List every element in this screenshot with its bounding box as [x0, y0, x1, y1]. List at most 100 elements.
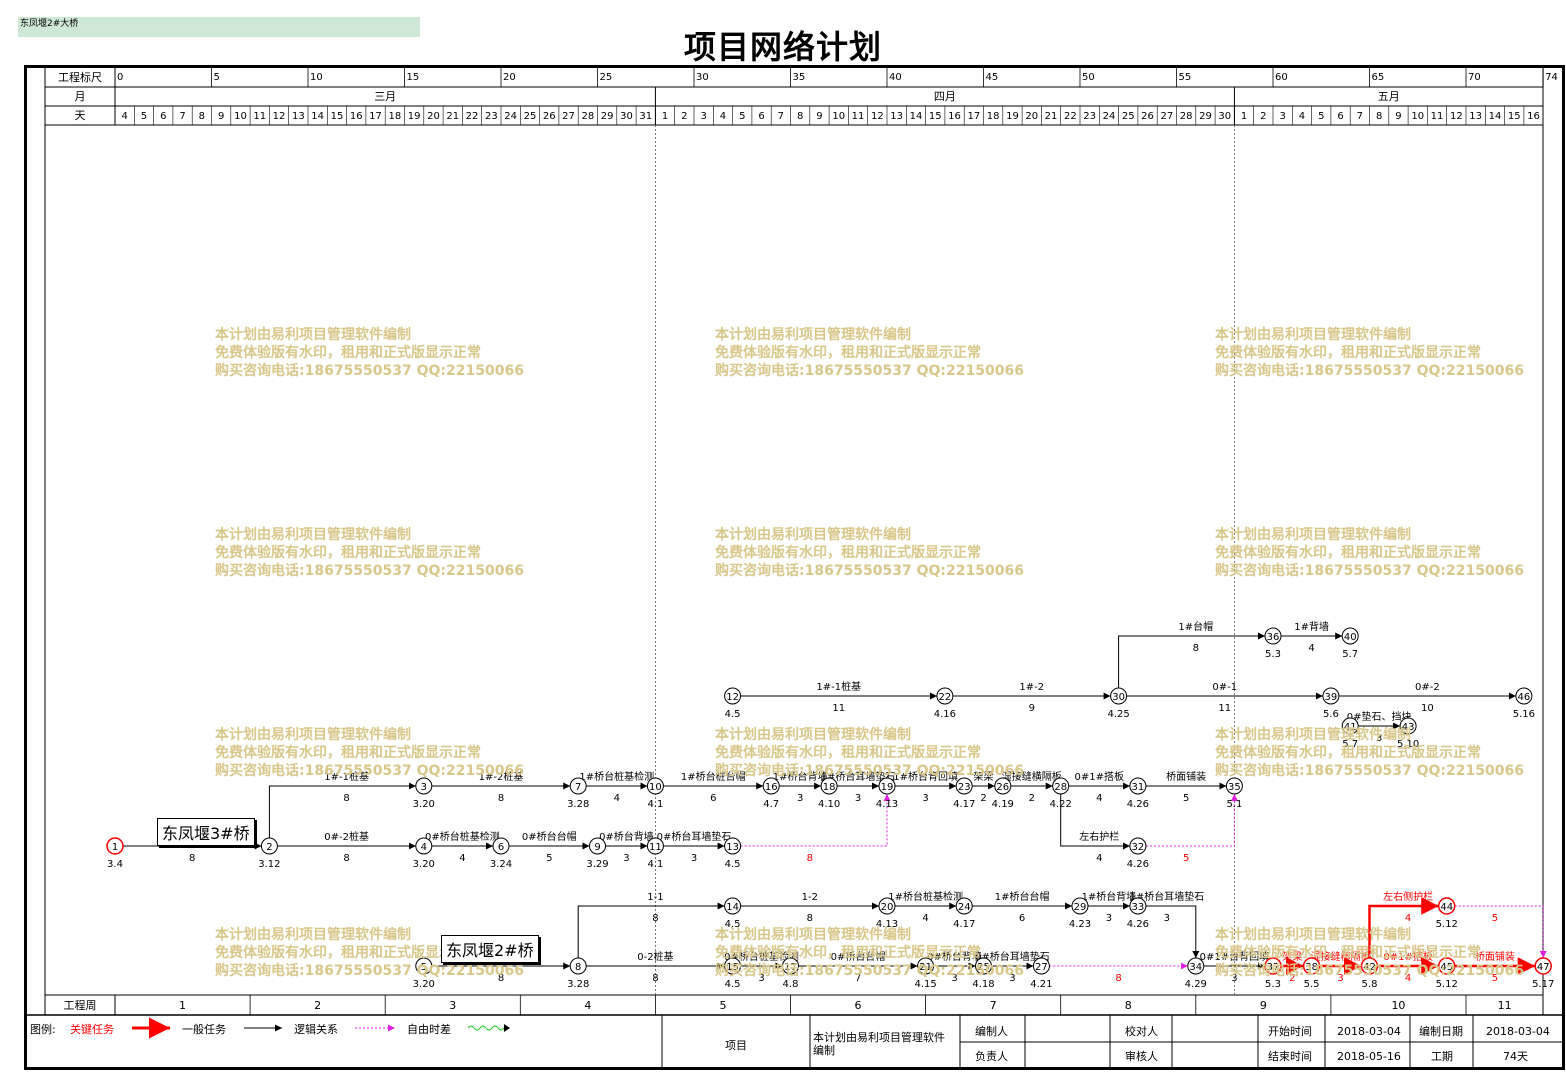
day-label: 7: [778, 111, 784, 122]
node-date: 4.1: [647, 799, 663, 810]
activity-duration: 3: [951, 973, 957, 984]
activity-name: 1#桥台桩基检测: [888, 890, 963, 903]
activity-name: 湿接缝横隔板: [1311, 950, 1371, 963]
activity-duration: 8: [189, 853, 195, 864]
watermark-line: 免费体验版有水印，租用和正式版显示正常: [715, 945, 981, 961]
node-date: 4.13: [876, 799, 898, 810]
day-label: 20: [1025, 111, 1038, 122]
month-label: 五月: [1378, 90, 1400, 103]
node-date: 4.23: [1069, 919, 1091, 930]
node-date: 5.7: [1342, 649, 1358, 660]
node-date: 5.12: [1436, 919, 1458, 930]
node-date: 4.8: [783, 979, 799, 990]
week-label: 1: [179, 999, 186, 1012]
node-circle: [646, 837, 664, 855]
node-number: 3: [421, 782, 427, 793]
node-circle: [1399, 717, 1417, 735]
watermark-line: 免费体验版有水印，租用和正式版显示正常: [1215, 345, 1481, 361]
activity-name: 1#-1桩基: [324, 770, 369, 783]
node-number: 33: [1132, 902, 1145, 913]
activity-duration: 3: [855, 793, 861, 804]
day-label: 24: [504, 111, 517, 122]
node-circle: [1341, 627, 1359, 645]
node-circle: [917, 957, 935, 975]
day-label: 20: [427, 111, 440, 122]
watermark-block: 本计划由易利项目管理软件编制 免费体验版有水印，租用和正式版显示正常 购买咨询电话:…: [215, 726, 524, 780]
node-date: 5.16: [1513, 709, 1535, 720]
node-circle: [1264, 957, 1282, 975]
watermark-line: 购买咨询电话:18675550537 QQ:22150066: [715, 363, 1024, 379]
activity-name: 0#桥台耳墙垫石: [657, 830, 732, 843]
node-date: 4.16: [934, 709, 956, 720]
day-label: 21: [446, 111, 459, 122]
day-label: 29: [1199, 111, 1212, 122]
node-circle: [724, 957, 742, 975]
activity-duration: 4: [1096, 853, 1102, 864]
activity-name: 1#桥台桩台帽: [681, 770, 746, 783]
activity-name: 1#-1桩基: [816, 680, 861, 693]
activity-duration: 5: [1183, 853, 1189, 864]
footer-period-label: 工期: [1431, 1050, 1453, 1063]
day-label: 15: [929, 111, 942, 122]
legend-float-sample: [467, 1025, 505, 1031]
activity-name: 1#桥台背回填: [893, 770, 958, 783]
activity-name: 1#-2: [1019, 682, 1044, 693]
node-number: 12: [726, 692, 739, 703]
activity-arrow-33-34: [1145, 905, 1200, 958]
day-label: 13: [1469, 111, 1482, 122]
activity-name: 0#1#台背回填: [1200, 950, 1269, 963]
watermark-line: 免费体验版有水印，租用和正式版显示正常: [215, 345, 481, 361]
activity-name: 0#桥台桩基检测: [425, 830, 500, 843]
scale-tick-label: 0: [117, 72, 123, 83]
node-date: 4.5: [725, 709, 741, 720]
activity-duration: 3: [1231, 973, 1237, 984]
activity-duration: 3: [922, 793, 928, 804]
day-label: 29: [601, 111, 614, 122]
day-label: 11: [852, 111, 865, 122]
day-label: 18: [987, 111, 1000, 122]
watermark-line: 购买咨询电话:18675550537 QQ:22150066: [1215, 363, 1524, 379]
activity-duration: 5: [1492, 973, 1498, 984]
activity-arrow-32-35: [1145, 794, 1238, 847]
day-label: 4: [121, 111, 127, 122]
node-circle: [1052, 777, 1070, 795]
node-date: 4.7: [763, 799, 779, 810]
activity-duration: 6: [710, 793, 716, 804]
node-number: 17: [784, 962, 797, 973]
node-circle: [955, 897, 973, 915]
node-date: 3.24: [490, 859, 512, 870]
scale-tick-label: 5: [214, 72, 220, 83]
activity-name: 0#桥台台帽: [522, 830, 577, 843]
node-number: 38: [1305, 962, 1318, 973]
activity-duration: 4: [922, 913, 928, 924]
node-number: 26: [996, 782, 1009, 793]
node-circle: [936, 687, 954, 705]
node-number: 2: [266, 842, 272, 853]
watermark-line: 本计划由易利项目管理软件编制: [215, 927, 411, 943]
day-label: 4: [1299, 111, 1305, 122]
chart-frame: [24, 65, 1565, 1070]
node-date: 5.1: [1226, 799, 1242, 810]
node-date: 4.22: [1050, 799, 1072, 810]
node-date: 4.13: [876, 919, 898, 930]
activity-duration: 8: [498, 973, 504, 984]
day-label: 22: [1064, 111, 1077, 122]
watermark-line: 购买咨询电话:18675550537 QQ:22150066: [1215, 963, 1524, 979]
node-date: 4.25: [1107, 709, 1129, 720]
node-circle: [820, 777, 838, 795]
node-circle: [415, 837, 433, 855]
scale-tick-label: 74: [1545, 72, 1558, 83]
day-label: 3: [700, 111, 706, 122]
node-circle: [1032, 957, 1050, 975]
activity-name: 架梁: [974, 770, 994, 783]
activity-arrow-13-19: [740, 794, 891, 847]
watermark-block: 本计划由易利项目管理软件编制 免费体验版有水印，租用和正式版显示正常 购买咨询电话:…: [1215, 526, 1524, 580]
footer-start-value: 2018-03-04: [1337, 1025, 1401, 1038]
activity-name: 0#垫石、挡块: [1347, 710, 1412, 723]
node-date: 4.1: [647, 859, 663, 870]
watermark-block: 本计划由易利项目管理软件编制 免费体验版有水印，租用和正式版显示正常 购买咨询电话:…: [1215, 726, 1524, 780]
node-circle: [782, 957, 799, 975]
day-label: 7: [1357, 111, 1363, 122]
activity-name: 1#桥台背墙: [1082, 890, 1137, 903]
node-number: 35: [1228, 782, 1241, 793]
